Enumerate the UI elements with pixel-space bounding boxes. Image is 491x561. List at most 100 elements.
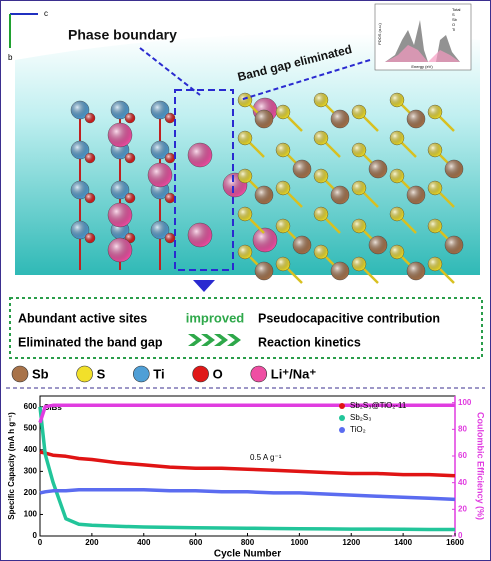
atom-shine <box>293 160 311 178</box>
y2-tick-label: 40 <box>458 478 467 487</box>
atom-shine <box>428 219 442 233</box>
atom-shine <box>151 101 169 119</box>
atom-shine <box>85 193 95 203</box>
inset-x-label: Energy (eV) <box>411 64 433 69</box>
legend-marker <box>339 427 345 433</box>
atom-shine <box>407 110 425 128</box>
atom-shine <box>71 181 89 199</box>
atom-shine <box>111 181 129 199</box>
y-tick-label: 0 <box>33 531 38 540</box>
atom-shine <box>276 105 290 119</box>
legend-marker <box>339 403 345 409</box>
atom-shine <box>390 93 404 107</box>
atom-shine <box>111 101 129 119</box>
atom-shine <box>314 207 328 221</box>
x-tick-label: 800 <box>241 538 255 547</box>
series-line <box>39 487 456 502</box>
y2-tick-label: 100 <box>458 398 472 407</box>
annotation: 0.5 A g⁻¹ <box>250 453 282 462</box>
atom-shine <box>390 169 404 183</box>
pointer <box>239 59 371 101</box>
atom-shine <box>445 160 463 178</box>
inset-legend-label: Ti <box>452 27 455 32</box>
atom-shine <box>331 262 349 280</box>
y2-axis-label: Coulombic Efficiency (%) <box>476 412 486 520</box>
atom-shine <box>352 257 366 271</box>
atom-shine <box>331 186 349 204</box>
atom-shine <box>238 131 252 145</box>
atom-shine <box>314 93 328 107</box>
atom-shine <box>165 113 175 123</box>
atom-shine <box>238 245 252 259</box>
y-tick-label: 600 <box>24 402 38 411</box>
atom-shine <box>352 219 366 233</box>
atom-legend-label: Ti <box>153 366 164 381</box>
atom-legend-label: Sb <box>32 366 49 381</box>
inset-legend-label: O <box>452 22 455 27</box>
atom-shine <box>108 203 132 227</box>
y2-tick-label: 20 <box>458 504 467 513</box>
atom-shine <box>71 221 89 239</box>
atom-legend-swatch <box>132 365 150 383</box>
inset-legend-label: S <box>452 12 455 17</box>
y-tick-label: 500 <box>24 423 38 432</box>
atom-shine <box>125 153 135 163</box>
atom-shine <box>390 245 404 259</box>
atom-shine <box>428 105 442 119</box>
y-tick-label: 400 <box>24 445 38 454</box>
atom-legend-swatch <box>11 365 29 383</box>
atoms <box>70 92 464 284</box>
x-tick-label: 1400 <box>394 538 412 547</box>
y-axis-label: Specific Capacity (mA h g⁻¹) <box>7 412 16 520</box>
atom-shine <box>352 105 366 119</box>
atom-shine <box>276 219 290 233</box>
pointer <box>139 47 201 96</box>
atom-shine <box>276 143 290 157</box>
atom-legend: Sb S Ti O Li⁺/Na⁺ <box>11 365 316 383</box>
y2-tick-label: 0 <box>458 531 463 540</box>
inset-legend-label: Total <box>452 7 461 12</box>
atom-shine <box>314 169 328 183</box>
atom-shine <box>331 110 349 128</box>
atom-shine <box>407 262 425 280</box>
atom-shine <box>165 233 175 243</box>
atom-shine <box>165 153 175 163</box>
y2-tick-label: 60 <box>458 451 467 460</box>
y-tick-label: 100 <box>24 510 38 519</box>
boundary-box <box>174 89 234 271</box>
atom-legend-label: O <box>213 366 223 381</box>
x-axis-label: Cycle Number <box>214 549 281 560</box>
atom-legend-swatch <box>192 365 209 383</box>
atom-shine <box>108 123 132 147</box>
atom-shine <box>188 223 212 247</box>
atom-legend-swatch <box>76 365 93 383</box>
arrow-head <box>193 280 215 292</box>
legend-label: Sb₂S₃ <box>350 413 371 422</box>
inset-y-label: PDOS (a.u.) <box>377 22 382 44</box>
atom-shine <box>390 207 404 221</box>
y-tick-label: 200 <box>24 488 38 497</box>
x-tick-label: 200 <box>85 538 99 547</box>
atom-shine <box>352 181 366 195</box>
chart: 0 200 400 600 800 1000 1200 1400 160001002003004… <box>7 395 486 560</box>
atom-shine <box>314 245 328 259</box>
atom-shine <box>85 233 95 243</box>
x-tick-label: 1000 <box>290 538 308 547</box>
atom-shine <box>151 221 169 239</box>
axis-label: b <box>8 53 13 62</box>
x-tick-label: 600 <box>189 538 203 547</box>
x-tick-label: 400 <box>137 538 151 547</box>
atom-shine <box>314 131 328 145</box>
atom-shine <box>71 101 89 119</box>
atom-shine <box>151 141 169 159</box>
atom-shine <box>238 93 252 107</box>
series-line <box>38 406 455 532</box>
series-line <box>39 450 456 478</box>
atom-shine <box>276 257 290 271</box>
summary-left: Abundant active sites <box>18 311 147 325</box>
summary-right: Pseudocapacitive contribution <box>258 311 440 325</box>
atom-shine <box>428 257 442 271</box>
atom-shine <box>255 262 273 280</box>
phase-label: Phase boundary <box>68 27 177 43</box>
